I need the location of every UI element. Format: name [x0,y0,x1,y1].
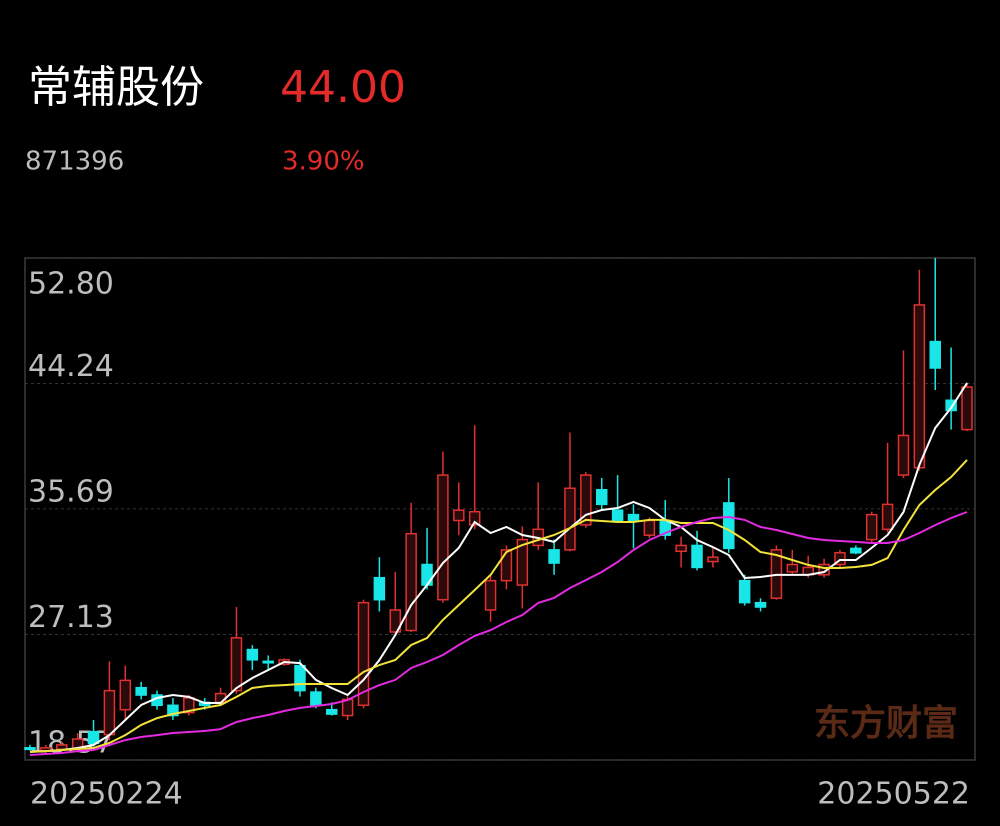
moving-average-line [29,459,968,753]
candle-body [881,503,894,531]
candle-body [87,730,100,745]
candle-body [453,509,465,522]
candle-body [357,601,370,707]
candle-body [135,686,147,696]
candle-body [468,510,481,526]
candle-body [389,609,402,633]
candle-body [246,648,259,661]
price: 44.00 [280,62,406,113]
candle-body [834,552,846,566]
candle-body [325,708,338,715]
candle-body [167,704,179,717]
candle-body [818,563,830,576]
candle-body [913,304,926,469]
watermark: 东方财富 [814,702,958,744]
y-tick-label: 35.69 [28,474,114,509]
candle-body [929,340,941,369]
candle-body [595,488,608,506]
candle-body [961,386,973,431]
candle-body [310,691,322,707]
change-percent: 3.90% [282,147,365,177]
stock-code: 871396 [25,147,124,177]
candle-body [500,549,513,582]
x-tick-label: 20250522 [817,777,970,812]
y-tick-label: 27.13 [28,600,114,635]
candle-body [484,579,497,611]
candle-body [611,509,624,522]
candle-body [405,532,417,632]
candle-body [421,563,433,586]
candle-body [373,576,386,601]
candle-body [707,556,719,563]
candle-body [294,664,306,692]
candle-body [691,544,703,569]
candle-body [580,474,592,526]
moving-average-line [29,382,968,753]
candle-body [723,502,735,550]
y-tick-label: 44.24 [28,349,114,384]
candle-body [643,519,656,536]
candle-body [786,563,799,573]
candle-body [103,689,116,736]
candle-body [516,538,529,586]
candle-body [548,549,560,564]
stock-name: 常辅股份 [28,62,204,113]
candle-body [865,513,878,541]
x-tick-label: 20250224 [30,777,183,812]
moving-average-line [29,511,968,756]
candle-body [262,660,274,664]
candle-body [754,601,767,608]
candle-body [437,474,449,601]
candle-body [119,679,132,711]
candle-body [230,637,243,692]
candle-body [850,547,862,554]
candle-body [564,487,576,551]
y-tick-label: 52.80 [28,267,114,302]
candle-body [945,399,957,412]
candle-body [897,434,910,476]
candle-body [627,513,640,522]
candle-body [24,747,36,751]
candle-body [738,579,751,604]
candle-body [675,544,687,553]
